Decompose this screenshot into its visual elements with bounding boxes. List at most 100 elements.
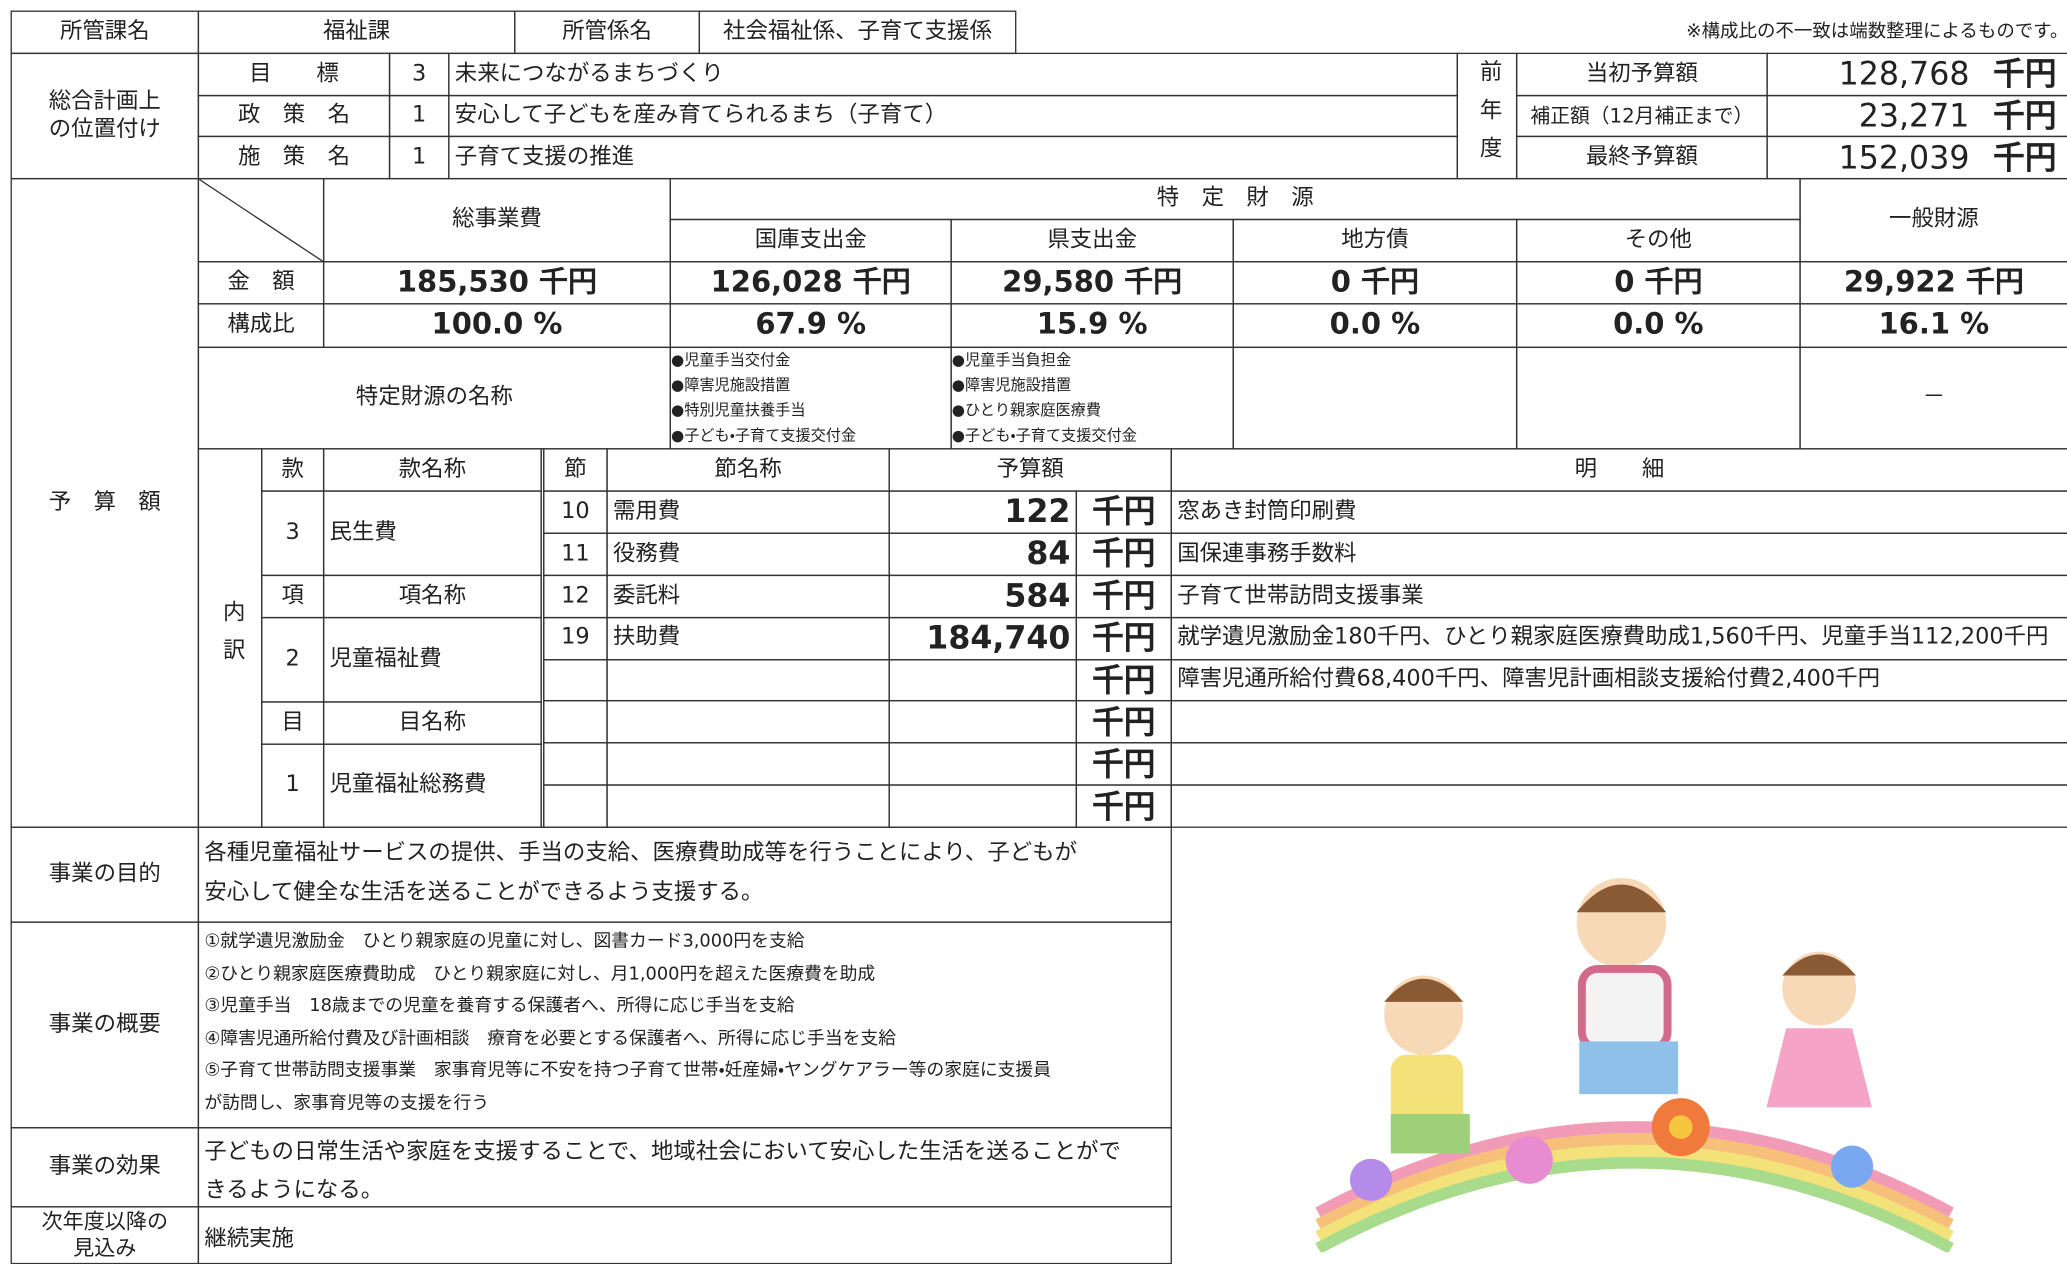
note: ※構成比の不一致は端数整理によるものです。: [1686, 20, 2067, 42]
cell: 金 額: [197, 261, 325, 305]
text-line: が訪問し、家事育児等の支援を行う: [204, 1092, 490, 1114]
text-line: ●特別児童扶養手当: [670, 400, 806, 420]
cell: 国保連事務手数料: [1170, 532, 2067, 576]
cell: 特定財源の名称: [197, 346, 671, 450]
cell: [543, 658, 608, 702]
cell: [543, 742, 608, 786]
cell: 政 策 名: [197, 94, 391, 138]
cell: 款名称: [322, 448, 542, 492]
cell: 県支出金: [950, 218, 1234, 263]
cell: 前年度: [1456, 52, 1518, 180]
text-line: ●児童手当交付金: [670, 350, 791, 370]
text-line: きるようになる。: [204, 1177, 384, 1204]
cell: 子育て支援の推進: [448, 136, 1458, 180]
cell: 社会福祉係、子育て支援係: [698, 10, 1017, 55]
text-line: 安心して健全な生活を送ることができるよう支援する。: [204, 879, 764, 906]
cell: 未来につながるまちづくり: [448, 52, 1458, 96]
cell: －: [1799, 346, 2067, 450]
cell: 目名称: [322, 701, 542, 745]
cell: 3: [388, 52, 450, 96]
text-line: ④障害児通所給付費及び計画相談 療育を必要とする保護者へ、所得に応じ手当を支給: [204, 1027, 897, 1049]
cell: 節: [543, 448, 608, 492]
cell: 千円: [1075, 532, 1172, 576]
cell: 122: [888, 490, 1078, 534]
cell: [1170, 700, 2067, 744]
text-line: ③児童手当 18歳までの児童を養育する保護者へ、所得に応じ手当を支給: [204, 995, 795, 1017]
cell: 項: [261, 574, 325, 619]
cell: 67.9 %: [669, 303, 952, 349]
cell: 事業の目的: [10, 826, 200, 923]
cell: 126,028 千円: [669, 261, 952, 305]
text-line: 子どもの日常生活や家庭を支援することで、地域社会において安心した生活を送ることが…: [204, 1138, 1121, 1166]
cell: 3: [261, 490, 325, 577]
cell: 19: [543, 616, 608, 660]
text-line: ①就学遺児激励金 ひとり親家庭の児童に対し、図書カード3,000円を支給: [204, 930, 805, 952]
cell: [888, 742, 1078, 786]
cell: 84: [888, 532, 1078, 576]
cell: 各種児童福祉サービスの提供、手当の支給、医療費助成等を行うことにより、子どもが安…: [197, 826, 1172, 923]
cell: 内訳: [197, 448, 263, 828]
cell: 0.0 %: [1232, 303, 1518, 349]
cell: 目: [261, 701, 325, 745]
cell: 当初予算額: [1515, 52, 1768, 96]
cell: 児童福祉総務費: [322, 743, 542, 828]
cell: 目 標: [197, 52, 391, 96]
cell: 最終予算額: [1515, 136, 1768, 180]
cell: 584: [888, 574, 1078, 618]
cell: 16.1 %: [1799, 303, 2067, 349]
cell: 継続実施: [197, 1206, 1172, 1264]
cell: 1: [388, 94, 450, 138]
cell: [1515, 346, 1801, 450]
cell: 民生費: [322, 490, 542, 577]
cell: 補正額（12月補正まで）: [1515, 94, 1768, 138]
cell: 23,271 千円: [1766, 94, 2067, 138]
cell: 就学遺児激励金180千円、ひとり親家庭医療費助成1,560千円、児童手当112,…: [1170, 616, 2067, 660]
text-line: ②ひとり親家庭医療費助成 ひとり親家庭に対し、月1,000円を超えた医療費を助成: [204, 962, 876, 985]
cell: ●児童手当負担金 ●障害児施設措置 ●ひとり親家庭医療費 ●子ども・子育て支援交付金: [950, 346, 1234, 450]
cell: 子育て世帯訪問支援事業: [1170, 574, 2067, 618]
cell: 窓あき封筒印刷費: [1170, 490, 2067, 534]
cell: 福祉課: [197, 10, 516, 55]
cell: 子どもの日常生活や家庭を支援することで、地域社会において安心した生活を送ることが…: [197, 1127, 1172, 1208]
cell: 千円: [1075, 700, 1172, 744]
cell: 10: [543, 490, 608, 534]
amount: 23,271: [1858, 97, 1970, 135]
text-line: 各種児童福祉サービスの提供、手当の支給、医療費助成等を行うことにより、子どもが: [204, 839, 1077, 867]
cell: 千円: [1075, 784, 1172, 828]
cell: 29,922 千円: [1799, 261, 2067, 305]
text: －: [1922, 384, 1946, 411]
cell: [888, 784, 1078, 828]
cell: ●児童手当交付金 ●障害児施設措置 ●特別児童扶養手当 ●子ども・子育て支援交付金: [669, 346, 952, 450]
cell: 184,740: [888, 616, 1078, 660]
cell: [606, 784, 890, 828]
cell: 0.0 %: [1515, 303, 1801, 349]
cell: [543, 700, 608, 744]
cell: 事業の概要: [10, 921, 200, 1129]
cell: 29,580 千円: [950, 261, 1234, 305]
cell: 総合計画上の位置付け: [10, 52, 200, 180]
cell: 152,039 千円: [1766, 136, 2067, 180]
cell: 2: [261, 616, 325, 703]
cell: 明 細: [1170, 448, 2067, 492]
text-line: ●障害児施設措置: [951, 375, 1072, 395]
text-line: ●ひとり親家庭医療費: [951, 400, 1101, 420]
cell: 項名称: [322, 574, 542, 619]
cell: 15.9 %: [950, 303, 1234, 349]
text-line: 継続実施: [204, 1225, 294, 1253]
cell: 役務費: [606, 532, 890, 576]
cell: 1: [388, 136, 450, 180]
cell: 100.0 %: [322, 303, 671, 349]
cell: 次年度以降の見込み: [10, 1206, 200, 1264]
text-line: ●障害児施設措置: [670, 375, 791, 395]
cell: 構成比: [197, 303, 325, 349]
cell: ①就学遺児激励金 ひとり親家庭の児童に対し、図書カード3,000円を支給 ②ひとり…: [197, 921, 1172, 1129]
cell: 需用費: [606, 490, 890, 534]
text-line: ⑤子育て世帯訪問支援事業 家事育児等に不安を持つ子育て世帯・妊産婦・ヤングケアラ…: [204, 1059, 1052, 1081]
cell: 特 定 財 源: [669, 177, 1801, 221]
illustration: [1315, 877, 1954, 1253]
cell: 1: [261, 743, 325, 828]
cell: [888, 658, 1078, 702]
cell: 所管課名: [10, 10, 200, 55]
cell: 障害児通所給付費68,400千円、障害児計画相談支援給付費2,400千円: [1170, 658, 2067, 702]
